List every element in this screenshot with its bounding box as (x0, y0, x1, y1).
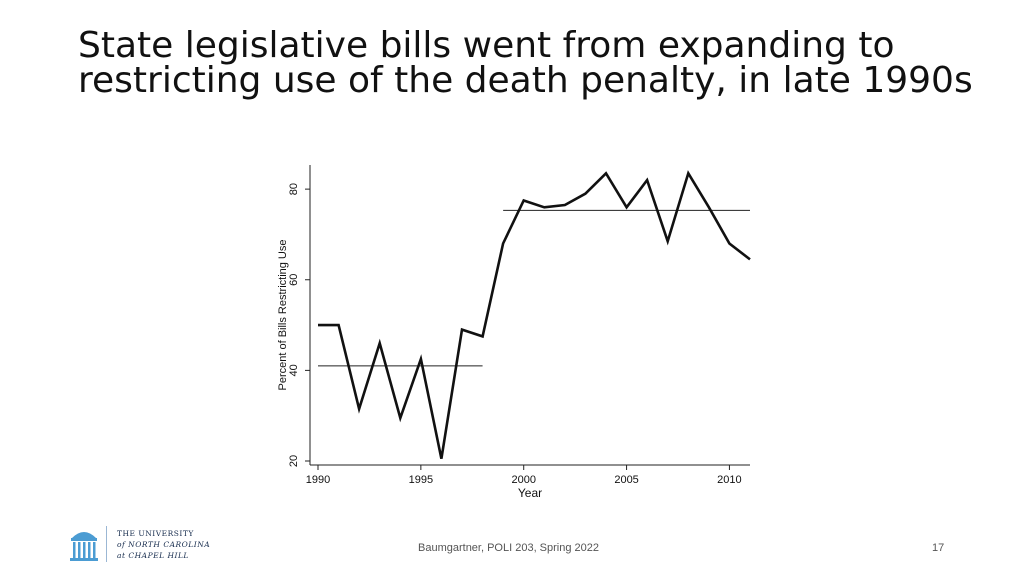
x-tick-label: 2010 (717, 474, 741, 486)
page-number: 17 (932, 542, 945, 554)
line-chart: 1990 1995 2000 2005 2010 20 40 60 80 Year Percent … (277, 165, 751, 500)
slide-title: State legislative bills went from expand… (78, 25, 973, 101)
logo-line-1: THE UNIVERSITY (117, 528, 194, 538)
university-logo: THE UNIVERSITY of NORTH CAROLINA at CHAP… (68, 524, 210, 564)
x-tick-label: 1990 (306, 474, 330, 486)
y-tick-label: 60 (288, 274, 300, 286)
old-well-icon (70, 532, 98, 561)
x-tick-label: 1995 (409, 474, 433, 486)
y-tick-label: 20 (288, 455, 300, 467)
x-axis-label: Year (518, 486, 542, 500)
y-axis-label: Percent of Bills Restricting Use (277, 240, 289, 391)
logo-line-2: of NORTH CAROLINA (117, 539, 211, 549)
x-tick-label: 2000 (511, 474, 535, 486)
logo-line-3: at CHAPEL HILL (117, 550, 189, 560)
series-line (318, 170, 751, 459)
x-tick-label: 2005 (614, 474, 638, 486)
y-tick-label: 80 (288, 183, 300, 195)
footer-credit: Baumgartner, POLI 203, Spring 2022 (418, 542, 600, 554)
logo-divider (106, 526, 107, 562)
y-tick-label: 40 (288, 364, 300, 376)
logo-wordmark: THE UNIVERSITY of NORTH CAROLINA at CHAP… (117, 528, 210, 561)
